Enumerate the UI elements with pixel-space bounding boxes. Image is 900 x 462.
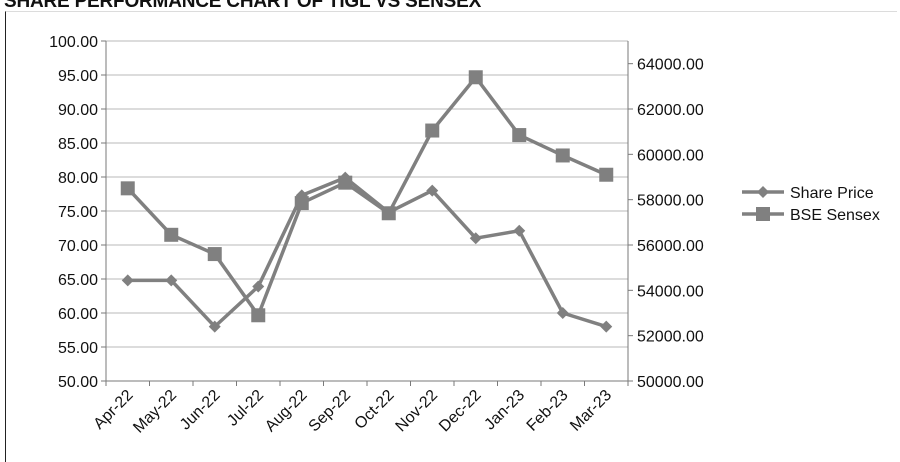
x-tick-label: May-22 [130, 387, 180, 437]
bse-sensex-point [251, 308, 266, 323]
y-right-tick-label: 54000.00 [637, 283, 704, 300]
bse-sensex-point [294, 196, 309, 211]
y-right-tick-label: 60000.00 [637, 147, 704, 164]
y-left-tick-label: 100.00 [49, 34, 98, 51]
bse-sensex-point [555, 148, 570, 163]
x-tick-label: Aug-22 [262, 387, 311, 436]
share-price-point [252, 280, 265, 293]
y-right-tick-label: 62000.00 [637, 102, 704, 119]
page-title: SHARE PERFORMANCE CHART OF TIGL VS SENSE… [4, 0, 482, 12]
bse-sensex-point [338, 175, 353, 190]
share-price-point [426, 184, 439, 197]
y-left-tick-label: 85.00 [58, 136, 98, 153]
chart-frame [5, 11, 897, 462]
share-price-point [121, 274, 134, 287]
y-right-tick-label: 50000.00 [637, 374, 704, 391]
share-price-line [127, 175, 607, 329]
legend: Share Price BSE Sensex [742, 185, 880, 224]
bse-sensex-point [164, 227, 179, 242]
share-price-point [165, 274, 178, 287]
legend-bse-sensex-label: BSE Sensex [790, 207, 880, 224]
bse-sensex-point [599, 167, 614, 182]
y-left-tick-label: 70.00 [58, 238, 98, 255]
y-left-tick-label: 90.00 [58, 102, 98, 119]
bse-sensex-point [381, 206, 396, 221]
x-tick-label: Jun-22 [177, 387, 224, 434]
bse-sensex-point [425, 123, 440, 138]
bse-sensex-point [120, 181, 135, 196]
series-lines [120, 70, 614, 333]
y-left-tick-label: 55.00 [58, 340, 98, 357]
x-tick-label: Mar-23 [567, 387, 615, 435]
y-left-tick-label: 80.00 [58, 170, 98, 187]
share-price-point [600, 320, 613, 333]
legend-bse-sensex-marker [756, 207, 770, 221]
y-right-tick-label: 56000.00 [637, 238, 704, 255]
bse-sensex-point [468, 70, 483, 85]
x-tick-label: Oct-22 [352, 387, 398, 433]
share-price-point [513, 224, 526, 237]
x-tick-label: Apr-22 [91, 387, 137, 433]
x-tick-label: Jul-22 [224, 387, 267, 430]
legend-share-price-marker [757, 186, 769, 198]
x-tick-label: Nov-22 [393, 387, 442, 436]
share-price-point [208, 320, 221, 333]
bse-sensex-line [126, 75, 607, 318]
y-right-tick-label: 64000.00 [637, 57, 704, 74]
share-price-point [469, 232, 482, 245]
x-tick-label: Dec-22 [436, 387, 485, 436]
x-tick-label: Sep-22 [306, 387, 355, 436]
y-right-tick-label: 52000.00 [637, 329, 704, 346]
y-right-tick-label: 58000.00 [637, 193, 704, 210]
bse-sensex-point [207, 247, 222, 262]
share-price-point [556, 307, 569, 319]
legend-share-price-label: Share Price [790, 185, 874, 202]
y-left-tick-label: 95.00 [58, 68, 98, 85]
y-left-tick-label: 75.00 [58, 204, 98, 221]
bse-sensex-point [512, 128, 527, 143]
y-left-tick-label: 60.00 [58, 306, 98, 323]
x-tick-label: Jan-23 [481, 387, 528, 434]
x-tick-label: Feb-23 [524, 387, 572, 435]
axes: 50.00 55.00 60.00 65.00 70.00 75.00 80.00 85.00… [49, 34, 704, 437]
y-left-tick-label: 50.00 [58, 374, 98, 391]
y-left-tick-label: 65.00 [58, 272, 98, 289]
